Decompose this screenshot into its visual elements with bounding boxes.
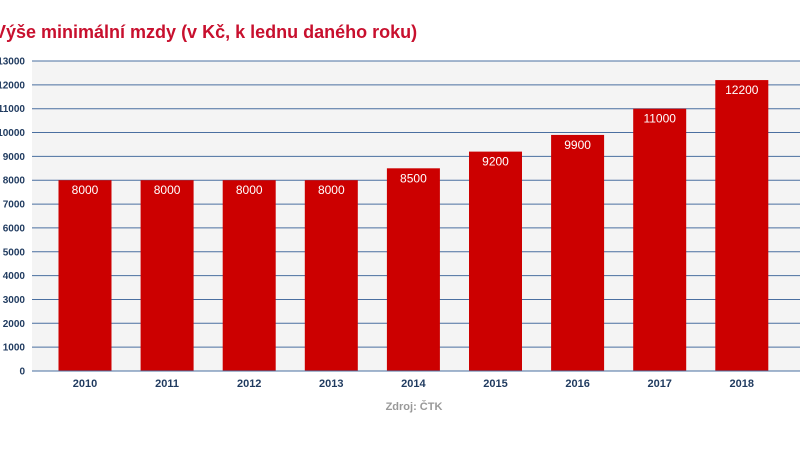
y-tick-label: 2000 <box>3 319 26 330</box>
bar <box>304 180 358 371</box>
chart-title: Výše minimální mzdy (v Kč, k lednu danéh… <box>0 22 418 42</box>
y-tick-label: 13000 <box>0 57 25 68</box>
bar-value-label: 11000 <box>643 112 676 126</box>
bar-value-label: 8000 <box>72 183 99 197</box>
y-tick-label: 3000 <box>3 295 26 306</box>
bar <box>58 180 112 371</box>
bar <box>140 180 194 371</box>
bar-value-label: 8000 <box>318 183 345 197</box>
x-tick-label: 2014 <box>401 378 426 390</box>
bar <box>222 180 276 371</box>
bar <box>715 80 769 372</box>
x-tick-label: 2017 <box>647 378 671 390</box>
bar <box>551 134 605 371</box>
bar-value-label: 9200 <box>482 155 509 169</box>
x-tick-label: 2010 <box>73 378 97 390</box>
x-tick-label: 2018 <box>730 378 754 390</box>
y-tick-label: 12000 <box>0 80 25 91</box>
x-tick-label: 2015 <box>483 378 507 390</box>
y-tick-label: 5000 <box>3 247 26 258</box>
bar <box>469 151 522 371</box>
x-tick-label: 2016 <box>565 378 589 390</box>
y-tick-label: 0 <box>19 367 25 378</box>
y-tick-label: 4000 <box>3 271 26 282</box>
y-tick-label: 11000 <box>0 104 25 115</box>
bar-value-label: 8500 <box>400 171 427 185</box>
bar-value-label: 9900 <box>564 138 591 152</box>
bar <box>386 168 440 371</box>
bar <box>633 108 687 371</box>
x-tick-label: 2012 <box>237 378 261 390</box>
bar-value-label: 12200 <box>725 83 759 97</box>
y-tick-label: 6000 <box>3 223 26 234</box>
x-tick-label: 2011 <box>155 378 179 390</box>
x-tick-label: 2013 <box>319 378 343 390</box>
bar-value-label: 8000 <box>236 183 263 197</box>
bar-value-label: 8000 <box>154 183 181 197</box>
y-tick-label: 10000 <box>0 128 25 139</box>
source-note: Zdroj: ČTK <box>385 401 443 413</box>
y-tick-label: 1000 <box>3 343 26 354</box>
y-tick-label: 8000 <box>3 176 26 187</box>
y-tick-label: 7000 <box>3 200 26 211</box>
y-tick-label: 9000 <box>3 152 26 163</box>
